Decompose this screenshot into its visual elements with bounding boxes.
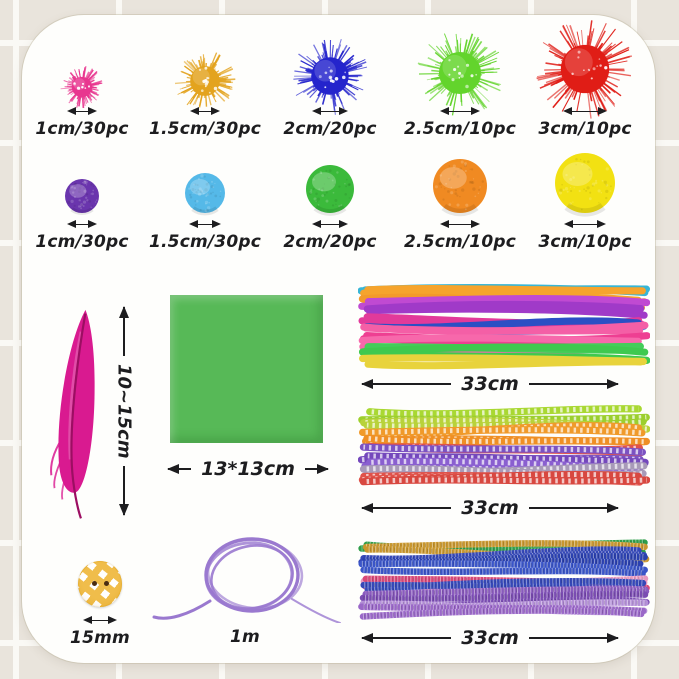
glitter-pompom-cell: 1cm/30pc: [22, 33, 142, 139]
bundle-length-label: 33cm: [461, 627, 519, 649]
size-count-label: 3cm/10pc: [538, 119, 632, 139]
pipe-cleaner-bundle-rainbow: [357, 277, 651, 371]
bundle-length-label: 33cm: [461, 373, 519, 395]
plain-pompom-cell: 2cm/20pc: [270, 149, 390, 252]
size-count-label: 1.5cm/30pc: [148, 232, 262, 252]
felt-paper-square: [170, 295, 323, 443]
glitter-pompom-cell: 2.5cm/10pc: [400, 33, 520, 139]
width-arrow-icon: [189, 219, 221, 230]
width-arrow-icon: [312, 106, 348, 117]
size-count-label: 2cm/20pc: [283, 119, 377, 139]
glitter-pompom-red: [536, 20, 632, 119]
size-count-label: 1.5cm/30pc: [148, 119, 262, 139]
arrow-left-icon: [166, 464, 192, 473]
cord-length-label: 1m: [230, 627, 260, 647]
product-card: 1cm/30pc 1.5cm/30pc 2cm/20pc 2.5cm/10pc …: [22, 15, 655, 663]
width-arrow-icon: [67, 106, 97, 117]
button-hole: [104, 581, 109, 586]
glitter-pompom-cell: 1.5cm/30pc: [145, 33, 265, 139]
width-arrow-icon: [190, 106, 220, 117]
bundle-length-arrow: 33cm: [360, 627, 620, 649]
plain-pompom-cell: 1cm/30pc: [22, 149, 142, 252]
plain-pompom-yellow: [555, 153, 615, 217]
glitter-pompom-blue: [293, 39, 368, 115]
arrow-right-icon: [304, 464, 330, 473]
size-count-label: 1cm/30pc: [35, 119, 129, 139]
arrow-left-icon: [360, 633, 452, 642]
glitter-pompom-gold: [174, 52, 236, 108]
width-arrow-icon: [564, 219, 606, 230]
width-arrow-icon: [83, 615, 117, 626]
glitter-pompom-cell: 3cm/10pc: [525, 20, 645, 139]
button-hole: [92, 581, 97, 586]
size-count-label: 2cm/20pc: [283, 232, 377, 252]
glitter-pompom-cell: 2cm/20pc: [270, 33, 390, 139]
arrow-right-icon: [528, 379, 620, 388]
arrow-left-icon: [360, 503, 452, 512]
width-arrow-icon: [67, 219, 97, 230]
plain-pompom-purple: [65, 179, 99, 215]
feather-length-arrow: 10~15cm: [112, 306, 136, 516]
size-count-label: 1cm/30pc: [35, 232, 129, 252]
plain-pompom-cell: 1.5cm/30pc: [145, 149, 265, 252]
arrow-right-icon: [528, 633, 620, 642]
size-count-label: 3cm/10pc: [538, 232, 632, 252]
arrow-up-icon: [119, 306, 128, 356]
arrow-right-icon: [528, 503, 620, 512]
cord-image: [152, 531, 342, 624]
button-size-label: 15mm: [70, 628, 130, 648]
width-arrow-icon: [440, 106, 480, 117]
button-block: 15mm: [60, 561, 140, 648]
width-arrow-icon: [440, 219, 480, 230]
bundle-length-arrow: 33cm: [360, 373, 620, 395]
feather-graphic: [50, 309, 95, 519]
bundle-length-arrow: 33cm: [360, 497, 620, 519]
arrow-down-icon: [119, 466, 128, 516]
plain-pompom-cell: 2.5cm/10pc: [400, 149, 520, 252]
gingham-button-image: [78, 561, 122, 607]
paper-size-label: 13*13cm: [201, 458, 295, 480]
size-count-label: 2.5cm/10pc: [403, 232, 517, 252]
arrow-left-icon: [360, 379, 452, 388]
gingham-pattern: [78, 561, 122, 607]
bundle-length-label: 33cm: [461, 497, 519, 519]
paper-size-arrow: 13*13cm: [166, 458, 330, 480]
feather-length-label: 10~15cm: [113, 363, 135, 459]
plain-pompom-cell: 3cm/10pc: [525, 149, 645, 252]
plain-pompom-orange: [433, 159, 487, 217]
pipe-cleaner-bundle-striped: [357, 403, 651, 495]
width-arrow-icon: [563, 106, 607, 117]
glitter-pompom-green: [417, 33, 502, 116]
plain-pompom-green: [306, 165, 354, 216]
plain-pompom-skyblue: [185, 173, 225, 216]
glitter-pompom-pink: [60, 65, 103, 109]
width-arrow-icon: [312, 219, 348, 230]
cord-graphic: [152, 537, 341, 624]
feather-image: [44, 294, 116, 534]
size-count-label: 2.5cm/10pc: [403, 119, 517, 139]
pipe-cleaner-bundle-glitter: [358, 535, 650, 623]
